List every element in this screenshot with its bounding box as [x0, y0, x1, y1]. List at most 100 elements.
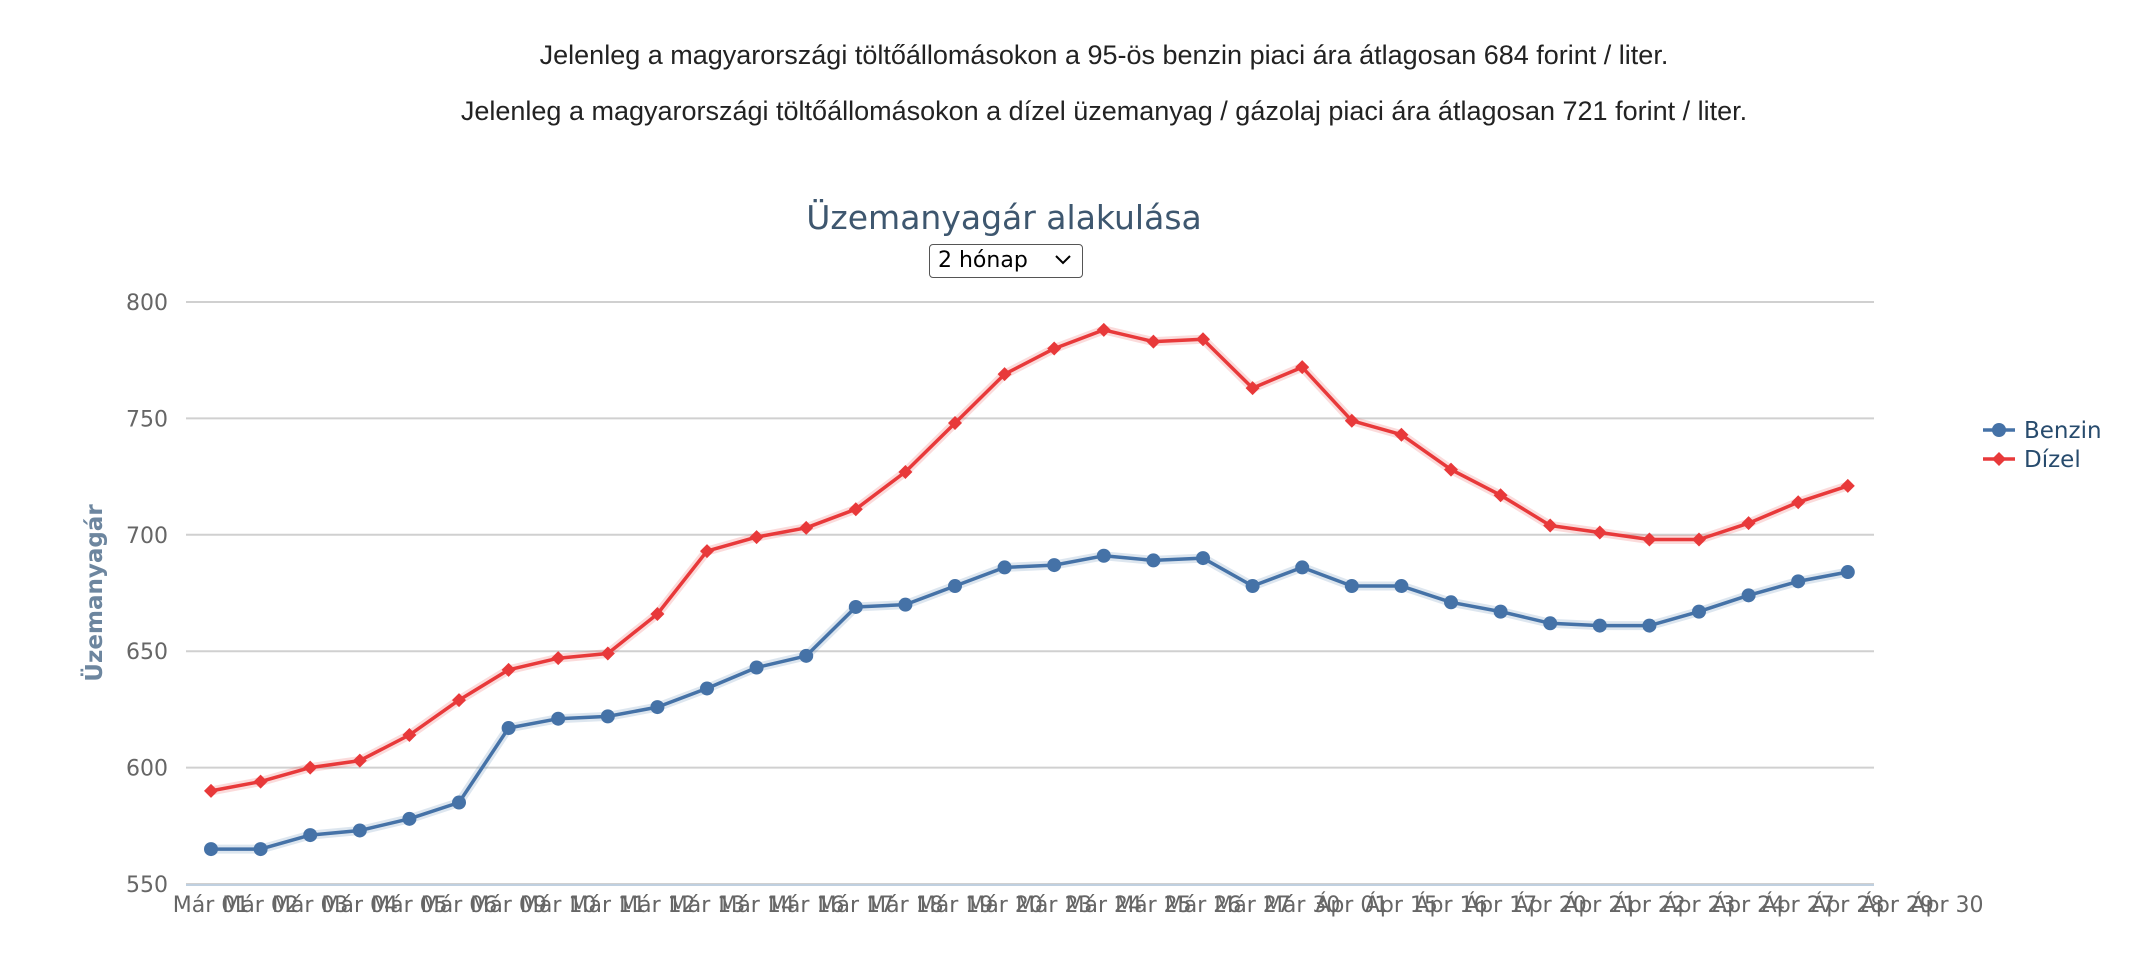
- data-point: [402, 728, 417, 743]
- legend-marker: [1992, 452, 2006, 466]
- x-tick-label: Ápr 27: [1762, 892, 1835, 918]
- x-tick-label: Már 19: [917, 893, 994, 918]
- x-tick-label: Már 20: [966, 893, 1043, 918]
- y-tick-label: 600: [126, 757, 168, 782]
- x-tick-label: Már 12: [619, 893, 696, 918]
- data-point: [700, 544, 714, 559]
- data-point: [452, 693, 466, 708]
- data-point: [700, 681, 714, 696]
- data-point: [1444, 462, 1458, 477]
- x-tick-label: Már 23: [1016, 893, 1093, 918]
- data-point: [1791, 495, 1806, 510]
- data-point: [253, 774, 268, 789]
- data-point: [1146, 334, 1161, 349]
- data-point: [1096, 322, 1111, 337]
- data-point: [1642, 618, 1657, 633]
- data-point: [1592, 618, 1607, 633]
- x-tick-label: Ápr 28: [1811, 892, 1884, 918]
- x-tick-label: Már 18: [867, 893, 944, 918]
- data-point: [1047, 341, 1062, 356]
- data-point: [1642, 532, 1657, 547]
- y-tick-label: 750: [126, 407, 168, 432]
- data-point: [1245, 381, 1260, 396]
- legend-label-dízel[interactable]: Dízel: [2024, 447, 2081, 473]
- x-tick-label: Már 06: [421, 893, 498, 918]
- data-point: [948, 579, 962, 594]
- x-tick-label: Már 16: [768, 893, 845, 918]
- data-point: [402, 811, 417, 826]
- x-tick-label: Már 02: [222, 893, 299, 918]
- x-tick-label: Ápr 16: [1414, 892, 1487, 918]
- data-point: [1344, 579, 1359, 594]
- x-tick-label: Már 10: [520, 893, 597, 918]
- data-point: [1047, 558, 1062, 573]
- data-point: [253, 842, 268, 857]
- dizel-price-headline: Jelenleg a magyarországi töltőállomásoko…: [460, 96, 1748, 126]
- series-line-dízel: [210, 328, 1849, 793]
- x-tick-label: Már 27: [1214, 893, 1291, 918]
- data-point: [1344, 413, 1359, 428]
- x-tick-label: Már 26: [1165, 893, 1242, 918]
- data-point: [452, 795, 466, 810]
- data-point: [997, 560, 1012, 575]
- series-line-benzin: [211, 554, 1849, 851]
- x-tick-label: Ápr 15: [1365, 892, 1438, 918]
- data-point: [204, 842, 218, 857]
- x-tick-label: Már 03: [272, 893, 349, 918]
- data-point: [1196, 551, 1210, 566]
- x-tick-label: Ápr 24: [1712, 892, 1785, 918]
- x-tick-label: Már 09: [470, 893, 547, 918]
- data-point: [997, 367, 1012, 382]
- data-point: [352, 823, 367, 838]
- data-point: [1245, 579, 1260, 594]
- y-axis-title: Üzemanyagár: [80, 504, 108, 682]
- data-point: [1196, 332, 1210, 347]
- x-tick-label: Ápr 30: [1910, 892, 1983, 918]
- data-point: [1741, 516, 1756, 531]
- data-point: [600, 646, 615, 661]
- data-point: [551, 711, 566, 726]
- data-point: [898, 464, 913, 479]
- chart-title: Üzemanyagár alakulása: [806, 198, 1202, 237]
- x-tick-label: Már 24: [1066, 893, 1143, 918]
- data-point: [501, 721, 516, 736]
- data-point: [848, 502, 863, 517]
- y-tick-label: 700: [126, 524, 168, 549]
- data-point: [1592, 525, 1607, 540]
- data-point: [749, 660, 764, 675]
- data-point: [600, 709, 615, 724]
- x-tick-label: Már 17: [818, 893, 895, 918]
- data-point: [1543, 616, 1558, 631]
- legend-label-benzin[interactable]: Benzin: [2024, 418, 2102, 444]
- data-point: [1741, 588, 1756, 603]
- x-tick-label: Már 04: [322, 893, 399, 918]
- x-tick-label: Ápr 21: [1563, 892, 1636, 918]
- x-tick-label: Ápr 29: [1861, 892, 1934, 918]
- x-tick-label: Már 25: [1115, 893, 1192, 918]
- data-point: [551, 651, 566, 666]
- data-point: [1840, 478, 1855, 493]
- data-point: [303, 760, 318, 775]
- data-point: [1791, 574, 1806, 589]
- data-point: [1096, 548, 1111, 563]
- x-tick-label: Ápr 23: [1662, 892, 1735, 918]
- data-point: [848, 599, 863, 614]
- data-point: [1493, 488, 1508, 503]
- period-select[interactable]: 2 hónap: [929, 244, 1083, 278]
- data-point: [799, 520, 814, 535]
- data-point: [1444, 595, 1458, 610]
- data-point: [501, 662, 516, 677]
- data-point: [948, 416, 962, 431]
- legend-marker: [1992, 423, 2006, 437]
- x-tick-label: Már 14: [718, 893, 795, 918]
- x-tick-label: Már 01: [173, 893, 250, 918]
- x-tick-label: Már 11: [570, 893, 647, 918]
- data-point: [352, 753, 367, 768]
- data-point: [799, 648, 814, 663]
- data-point: [1394, 579, 1409, 594]
- x-tick-label: Ápr 20: [1514, 892, 1587, 918]
- period-select-value: 2 hónap: [938, 248, 1028, 273]
- x-tick-label: Már 30: [1264, 893, 1341, 918]
- chevron-down-icon: [1055, 255, 1071, 265]
